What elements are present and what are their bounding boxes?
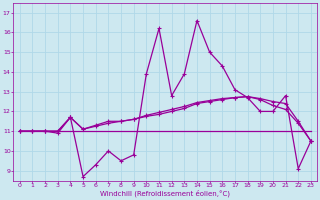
X-axis label: Windchill (Refroidissement éolien,°C): Windchill (Refroidissement éolien,°C) xyxy=(100,190,230,197)
